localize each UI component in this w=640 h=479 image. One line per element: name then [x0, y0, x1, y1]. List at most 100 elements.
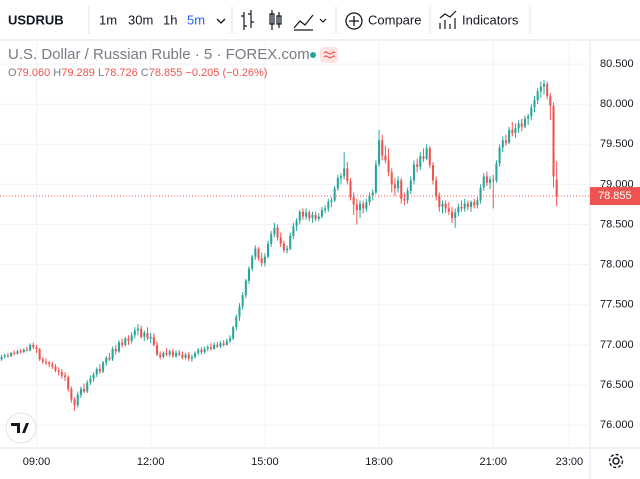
candle-body	[403, 198, 406, 201]
candle-body	[267, 243, 270, 257]
candle-body	[200, 349, 203, 353]
candle-body	[292, 226, 295, 236]
chart-type-menu[interactable]	[319, 18, 327, 23]
candle-body	[168, 351, 171, 355]
candle-body	[422, 156, 425, 159]
y-tick-label: 76.000	[600, 419, 634, 431]
logo-mark	[11, 423, 29, 433]
candle-body	[105, 357, 108, 363]
candle-body	[298, 211, 301, 221]
candle-body	[473, 202, 476, 206]
candle-body	[117, 342, 120, 352]
candle-body	[273, 227, 276, 235]
candle-body	[279, 237, 282, 244]
candle-body	[146, 332, 149, 339]
candle-body	[121, 342, 124, 345]
candle-body	[29, 344, 32, 351]
market-status	[310, 52, 316, 58]
candle-body	[235, 316, 238, 328]
candle-body	[552, 105, 555, 177]
ohlc-value: 79.060	[17, 67, 51, 79]
candle-body	[501, 140, 504, 148]
delay-badge	[320, 47, 338, 63]
candle-body	[289, 235, 292, 249]
candle-body	[317, 216, 320, 219]
candle-body	[438, 196, 441, 207]
compare-button[interactable]: Compare	[368, 12, 421, 27]
candle-body	[368, 195, 371, 203]
candle-body	[504, 140, 507, 143]
candle-body	[374, 164, 377, 193]
candle-body	[143, 332, 146, 337]
candle-body	[498, 147, 501, 164]
chart-type-area[interactable]	[293, 14, 314, 31]
candle-body	[447, 208, 450, 212]
candle-body	[51, 364, 54, 367]
candle-body	[232, 327, 235, 339]
y-tick-label: 77.000	[600, 339, 634, 351]
candle-body	[95, 368, 98, 375]
x-tick-label: 09:00	[23, 456, 51, 468]
candles	[0, 80, 590, 411]
y-tick-label: 76.500	[600, 379, 634, 391]
candle-body	[327, 202, 330, 209]
candle-body	[48, 362, 51, 365]
candle-body	[216, 344, 219, 347]
settings-icon[interactable]	[608, 453, 624, 469]
candle-body	[336, 178, 339, 189]
indicators-icon[interactable]	[439, 10, 457, 29]
ohlc-key: H	[53, 67, 61, 79]
candle-body	[311, 214, 314, 219]
candle-body	[70, 389, 73, 400]
y-tick-label: 80.000	[600, 98, 634, 110]
candle-body	[171, 351, 174, 357]
candle-body	[286, 248, 289, 251]
interval-active[interactable]: 5m	[187, 12, 205, 27]
candle-body	[428, 148, 431, 166]
candle-body	[485, 176, 488, 183]
candle-body	[244, 280, 247, 296]
candle-body	[41, 359, 44, 362]
candle-body	[517, 123, 520, 129]
legend-title: U.S. Dollar / Russian Ruble · 5 · FOREX.…	[8, 46, 310, 63]
logo[interactable]	[5, 412, 37, 444]
interval[interactable]: 1h	[163, 12, 177, 27]
candle-body	[352, 197, 355, 205]
candle-body	[257, 248, 260, 259]
interval[interactable]: 30m	[128, 12, 153, 27]
symbol[interactable]: USDRUB	[8, 12, 64, 27]
interval-menu[interactable]	[216, 18, 226, 24]
candle-body	[114, 348, 117, 352]
chart-type-candles[interactable]	[269, 10, 282, 30]
candle-body	[57, 370, 60, 373]
candle-body	[441, 203, 444, 207]
candle-body	[190, 356, 193, 359]
candle-body	[523, 118, 527, 127]
candle-body	[295, 220, 298, 227]
candle-body	[479, 187, 482, 201]
candle-body	[76, 394, 79, 406]
candle-body	[330, 200, 333, 203]
candle-body	[511, 129, 514, 134]
candle-body	[124, 338, 127, 345]
candle-body	[44, 361, 48, 363]
chart-type-bars[interactable]	[241, 10, 254, 30]
candle-body	[35, 347, 38, 349]
candle-body	[102, 362, 105, 372]
candle-body	[108, 357, 111, 360]
candle-body	[390, 172, 393, 185]
candle-body	[466, 203, 469, 207]
ohlc-value: 79.289	[61, 67, 95, 79]
y-tick-label: 78.500	[600, 218, 634, 230]
candle-body	[162, 352, 165, 357]
candle-body	[314, 214, 317, 219]
y-tick-label: 79.500	[600, 138, 634, 150]
candle-body	[79, 389, 82, 395]
interval[interactable]: 1m	[99, 12, 117, 27]
indicators-button[interactable]: Indicators	[462, 12, 519, 27]
candle-body	[38, 348, 41, 360]
candle-body	[409, 180, 412, 191]
candle-body	[397, 180, 400, 189]
candle-body	[276, 227, 279, 238]
compare-icon[interactable]	[345, 12, 363, 30]
